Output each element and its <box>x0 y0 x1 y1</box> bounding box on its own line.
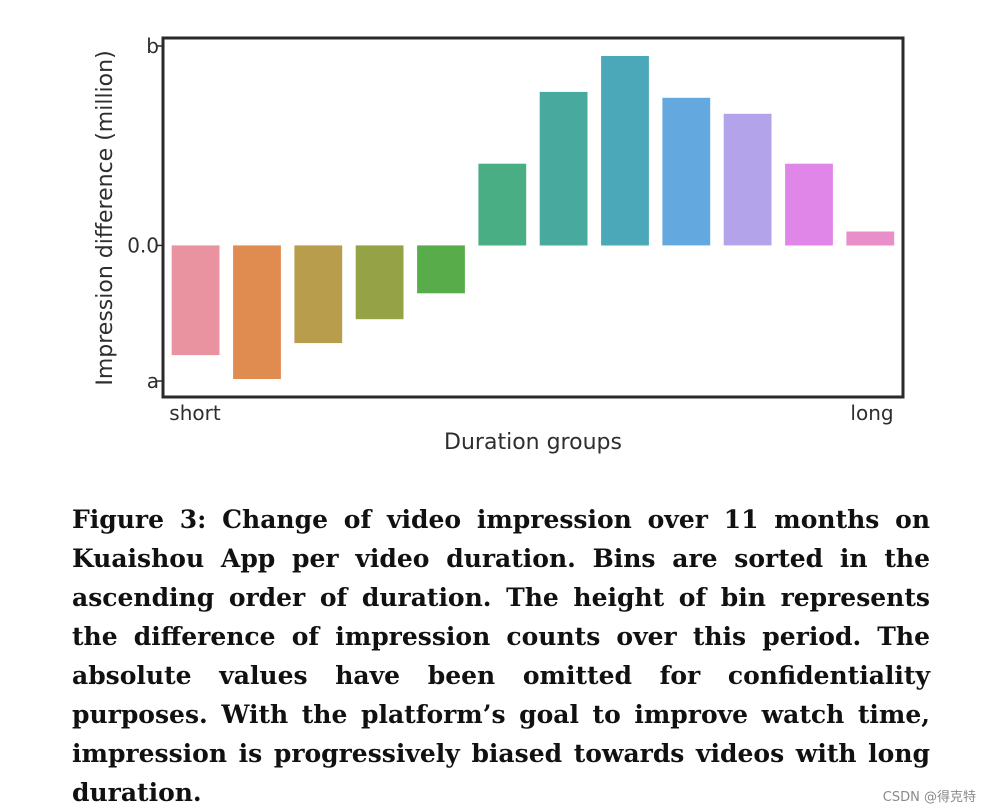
bar-6 <box>478 163 527 246</box>
bar-3 <box>294 245 343 344</box>
y-axis-label: Impression difference (million) <box>93 50 118 385</box>
y-tick-label: b <box>146 34 159 58</box>
bar-9 <box>662 97 711 246</box>
figure-caption: Figure 3: Change of video impression ove… <box>72 505 930 807</box>
bar-7 <box>539 91 588 246</box>
bar-2 <box>233 245 281 379</box>
bar-5 <box>417 245 465 294</box>
y-tick-label: a <box>147 369 159 393</box>
bar-1 <box>171 245 220 356</box>
bar-12 <box>846 231 895 246</box>
plot-frame <box>161 36 905 399</box>
bar-4 <box>355 245 404 320</box>
x-tick-label: long <box>850 401 893 425</box>
y-axis: b 0.0 a <box>127 34 163 393</box>
y-tick-label: 0.0 <box>127 233 159 257</box>
watermark: CSDN @得克特 <box>882 790 976 805</box>
bar-series <box>171 56 895 379</box>
x-axis-label: Duration groups <box>444 430 622 455</box>
bar-10 <box>723 113 772 246</box>
bar-8 <box>601 56 649 246</box>
x-tick-label: short <box>169 401 221 425</box>
bar-11 <box>785 163 833 246</box>
x-axis: short long <box>169 401 893 425</box>
bar-chart: b 0.0 a short long Duration groups Impressi… <box>93 34 905 455</box>
